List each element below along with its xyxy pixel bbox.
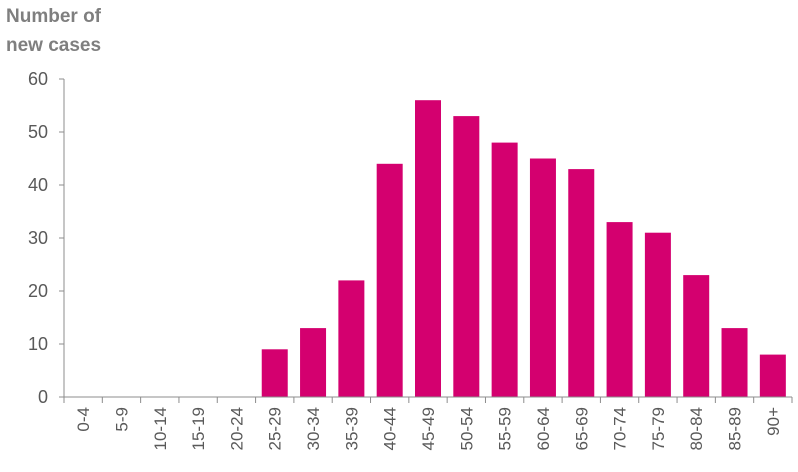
x-tick-label: 30-34 [304, 407, 323, 450]
y-tick-label: 20 [28, 281, 48, 301]
x-tick-label: 45-49 [419, 407, 438, 450]
x-tick-label: 35-39 [342, 407, 361, 450]
y-axis-title-line-1: Number of [6, 6, 102, 27]
bar-65-69 [568, 169, 595, 397]
x-tick-label: 60-64 [534, 407, 553, 450]
y-tick-label: 10 [28, 334, 48, 354]
x-tick-label: 0-4 [74, 407, 93, 432]
bar-60-64 [529, 158, 556, 397]
y-axis-title-line-2: new cases [6, 35, 101, 56]
x-tick-label: 5-9 [112, 407, 131, 432]
x-tick-label: 10-14 [151, 407, 170, 450]
bar-80-84 [683, 275, 710, 397]
bar-90+ [759, 354, 786, 397]
y-tick-label: 40 [28, 175, 48, 195]
bar-50-54 [453, 116, 480, 397]
y-axis: 0 10 20 30 40 50 60 [28, 69, 65, 407]
bar-30-34 [300, 328, 327, 397]
bar-45-49 [415, 100, 441, 397]
bar-25-29 [261, 349, 288, 397]
y-tick-label: 60 [28, 69, 48, 89]
bars [261, 100, 786, 397]
x-tick-label: 20-24 [227, 407, 246, 450]
x-tick-label: 15-19 [189, 407, 208, 450]
bar-35-39 [338, 280, 365, 397]
y-tick-label: 50 [28, 122, 48, 142]
x-tick-label: 50-54 [457, 407, 476, 450]
x-tick-label: 25-29 [266, 407, 285, 450]
bar-40-44 [376, 163, 403, 397]
bar-85-89 [721, 328, 748, 397]
x-tick-label: 55-59 [496, 407, 515, 450]
bar-75-79 [644, 232, 671, 397]
y-tick-label: 30 [28, 228, 48, 248]
x-tick-label: 70-74 [611, 407, 630, 450]
x-tick-label: 80-84 [687, 407, 706, 450]
x-tick-label: 40-44 [381, 407, 400, 450]
x-tick-label: 90+ [764, 407, 783, 436]
y-tick-label: 0 [38, 387, 48, 407]
x-tick-label: 65-69 [572, 407, 591, 450]
x-tick-label: 85-89 [726, 407, 745, 450]
bar-70-74 [606, 222, 633, 397]
bar-55-59 [491, 142, 518, 397]
x-axis: 0-4 5-9 10-14 15-19 20-24 25-29 30-34 35-39 40-4… [63, 396, 793, 450]
x-tick-label: 75-79 [649, 407, 668, 450]
